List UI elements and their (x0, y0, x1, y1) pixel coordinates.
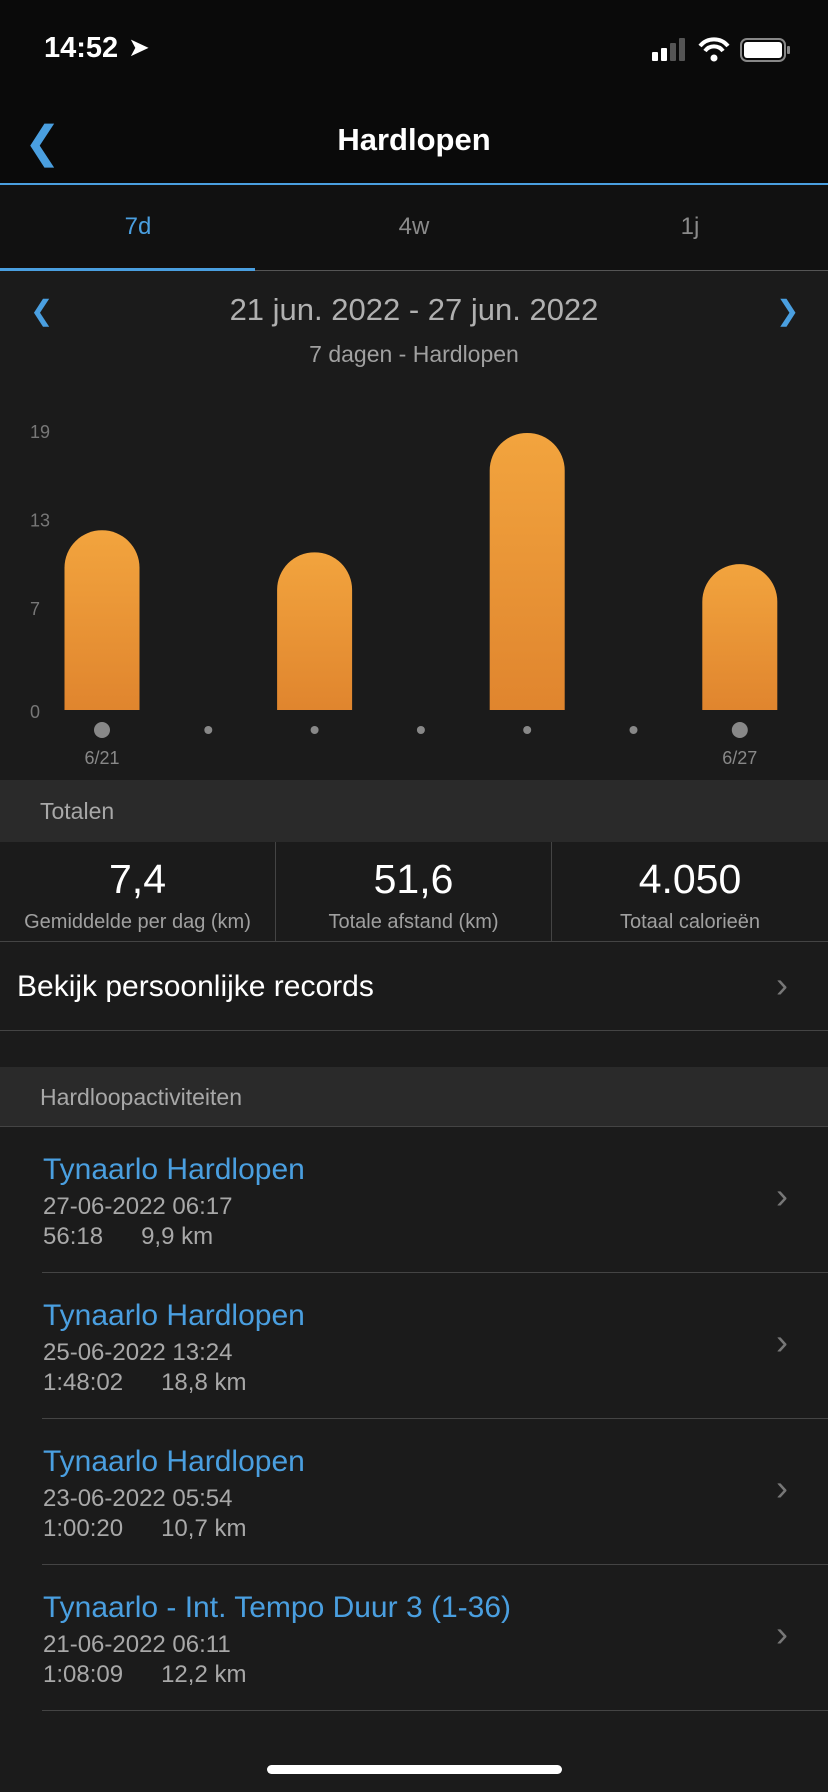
activity-duration: 56:18 (43, 1223, 104, 1250)
chevron-right-icon: › (776, 964, 788, 1005)
distance-bar-chart: 0 7 13 19 6/21 6/27 (30, 422, 778, 768)
back-button[interactable]: ❮ (24, 118, 61, 167)
x-tick-dot (416, 726, 425, 734)
top-bar (0, 0, 828, 185)
activity-title: Tynaarlo Hardlopen (43, 1445, 305, 1478)
next-period-button[interactable]: ❯ (776, 295, 800, 326)
y-tick-label: 0 (30, 702, 40, 722)
activity-row[interactable]: Tynaarlo Hardlopen 23-06-2022 05:54 1:00… (0, 1419, 828, 1565)
stat-avg-per-day: 7,4 Gemiddelde per dag (km) (0, 842, 276, 942)
activity-row[interactable]: Tynaarlo Hardlopen 25-06-2022 13:24 1:48… (0, 1273, 828, 1419)
y-tick-label: 19 (30, 422, 50, 442)
divider (0, 183, 828, 185)
x-tick-dot (310, 726, 319, 734)
stat-total-distance: 51,6 Totale afstand (km) (276, 842, 552, 942)
range-subtitle: 7 dagen - Hardlopen (309, 341, 519, 367)
date-range: 21 jun. 2022 - 27 jun. 2022 (229, 292, 599, 327)
activity-date: 23-06-2022 05:54 (43, 1485, 233, 1512)
divider (42, 1710, 828, 1711)
stat-value: 4.050 (638, 856, 742, 902)
stat-label: Gemiddelde per dag (km) (24, 911, 251, 933)
bar-6/25[interactable] (489, 432, 565, 710)
activity-duration: 1:08:09 (43, 1661, 124, 1688)
divider (42, 1418, 828, 1419)
wifi-icon (698, 37, 730, 62)
x-tick-label: 6/21 (84, 748, 119, 768)
bar-6/21[interactable] (64, 530, 140, 710)
home-indicator[interactable] (267, 1765, 562, 1774)
stat-total-calories: 4.050 Totaal calorieën (552, 842, 828, 942)
activity-row[interactable]: Tynaarlo - Int. Tempo Duur 3 (1-36) 21-0… (0, 1565, 828, 1711)
activity-metrics: 56:18 9,9 km (43, 1223, 251, 1251)
x-tick-dot (731, 722, 748, 738)
activity-distance: 12,2 km (161, 1661, 247, 1688)
activity-metrics: 1:48:02 18,8 km (43, 1369, 284, 1397)
divider (42, 1564, 828, 1565)
activity-duration: 1:48:02 (43, 1369, 124, 1396)
divider (42, 1272, 828, 1273)
period-tabs: 7d 4w 1j (0, 185, 828, 271)
activity-date: 27-06-2022 06:17 (43, 1193, 233, 1220)
activity-title: Tynaarlo - Int. Tempo Duur 3 (1-36) (43, 1591, 511, 1624)
activity-title: Tynaarlo Hardlopen (43, 1153, 305, 1186)
stat-value: 7,4 (109, 856, 166, 902)
x-tick-dot (204, 726, 213, 734)
previous-period-button[interactable]: ❮ (30, 295, 54, 326)
stat-value: 51,6 (373, 856, 454, 902)
chevron-right-icon: › (776, 1613, 788, 1654)
y-tick-label: 7 (30, 599, 40, 619)
records-label: Bekijk persoonlijke records (17, 970, 374, 1003)
personal-records-link[interactable]: Bekijk persoonlijke records › (0, 942, 828, 1031)
x-tick-dot (629, 726, 638, 734)
activity-metrics: 1:08:09 12,2 km (43, 1661, 284, 1689)
x-tick-label: 6/27 (722, 748, 757, 768)
stat-label: Totale afstand (km) (328, 911, 499, 933)
bar-6/27[interactable] (702, 564, 778, 710)
activity-row[interactable]: Tynaarlo Hardlopen 27-06-2022 06:17 56:1… (0, 1127, 828, 1273)
stat-label: Totaal calorieën (619, 911, 761, 933)
activity-distance: 9,9 km (141, 1223, 214, 1250)
status-time: 14:52 (44, 32, 119, 64)
activity-metrics: 1:00:20 10,7 km (43, 1515, 284, 1543)
battery-icon (740, 38, 790, 62)
tab-4w[interactable]: 4w (398, 213, 430, 240)
tab-1j[interactable]: 1j (680, 213, 700, 240)
activity-duration: 1:00:20 (43, 1515, 124, 1542)
activity-date: 25-06-2022 13:24 (43, 1339, 233, 1366)
tab-7d[interactable]: 7d (124, 213, 152, 240)
status-icons (652, 37, 790, 62)
activity-distance: 18,8 km (161, 1369, 247, 1396)
activities-header: Hardloopactiviteiten (0, 1067, 828, 1127)
bar-6/23[interactable] (277, 552, 353, 710)
totals-header: Totalen (0, 780, 828, 842)
x-tick-dot (523, 726, 532, 734)
activity-title: Tynaarlo Hardlopen (43, 1299, 305, 1332)
chevron-right-icon: › (776, 1175, 788, 1216)
page-title: Hardlopen (337, 122, 491, 157)
activity-date: 21-06-2022 06:11 (43, 1631, 231, 1658)
activity-distance: 10,7 km (161, 1515, 247, 1542)
active-tab-indicator (0, 268, 255, 271)
signal-icon (652, 38, 685, 61)
y-tick-label: 13 (30, 510, 50, 530)
chevron-right-icon: › (776, 1321, 788, 1362)
location-icon: ➤ (128, 32, 150, 62)
x-tick-dot (94, 722, 110, 738)
chevron-right-icon: › (776, 1467, 788, 1508)
